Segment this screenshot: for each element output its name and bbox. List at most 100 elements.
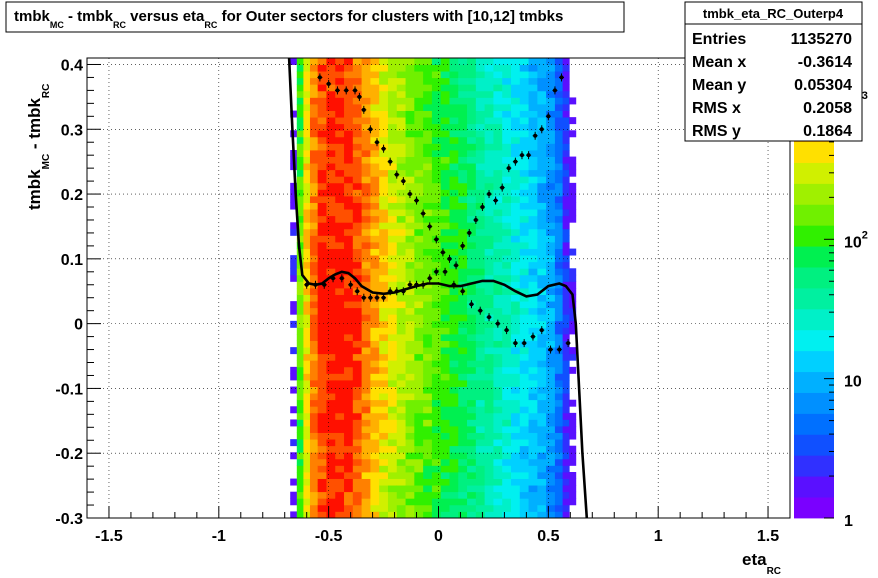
heatmap-cell (344, 432, 354, 440)
heatmap-cell (502, 248, 512, 256)
heatmap-cell (528, 143, 538, 151)
heatmap-cell (511, 274, 521, 282)
heatmap-cell (296, 347, 304, 355)
heatmap-cell (484, 110, 494, 118)
heatmap-cell (361, 399, 371, 407)
heatmap-cell (484, 301, 494, 309)
heatmap-cell (370, 176, 380, 184)
heatmap-cell (546, 123, 556, 131)
heatmap-cell (344, 64, 354, 72)
heatmap-cell (493, 261, 503, 269)
heatmap-cell (511, 373, 521, 381)
heatmap-cell (370, 104, 380, 111)
heatmap-cell (431, 380, 442, 387)
heatmap-cell (511, 320, 521, 328)
heatmap-cell (554, 340, 564, 348)
heatmap-cell (370, 77, 380, 85)
heatmap-cell (335, 176, 345, 184)
heatmap-cell (467, 478, 477, 486)
heatmap-cell (484, 222, 494, 230)
heatmap-cell (303, 340, 311, 348)
heatmap-cell (379, 452, 389, 460)
heatmap-cell (423, 399, 433, 407)
heatmap-cell (431, 281, 442, 289)
heatmap-cell (290, 182, 298, 190)
heatmap-cell (484, 143, 494, 151)
heatmap-cell (449, 222, 459, 230)
heatmap-cell (414, 163, 424, 171)
heatmap-cell (326, 222, 336, 230)
heatmap-cell (387, 209, 398, 217)
heatmap-cell (296, 215, 304, 223)
heatmap-cell (309, 445, 319, 453)
heatmap-cell (502, 222, 512, 230)
heatmap-cell (326, 235, 336, 243)
heatmap-cell (326, 478, 336, 486)
heatmap-cell (493, 294, 503, 302)
heatmap-cell (449, 90, 459, 98)
heatmap-cell (379, 58, 389, 65)
heatmap-cell (449, 130, 459, 138)
heatmap-cell (537, 176, 547, 184)
heatmap-cell (475, 242, 486, 249)
heatmap-cell (440, 301, 450, 309)
heatmap-cell (387, 84, 398, 92)
heatmap-cell (344, 268, 354, 276)
lower-profile-point (556, 345, 562, 354)
heatmap-cell (309, 84, 319, 92)
heatmap-cell (414, 366, 424, 374)
heatmap-cell (317, 196, 327, 203)
heatmap-cell (387, 222, 398, 230)
heatmap-cell (423, 360, 433, 368)
heatmap-cell (562, 242, 570, 249)
heatmap-cell (484, 261, 494, 269)
heatmap-cell (379, 261, 389, 269)
heatmap-cell (537, 242, 547, 249)
heatmap-cell (502, 143, 512, 151)
heatmap-cell (414, 255, 424, 263)
heatmap-cell (493, 288, 503, 295)
heatmap-cell (502, 182, 512, 190)
heatmap-cell (296, 281, 304, 289)
heatmap-cell (528, 130, 538, 138)
heatmap-cell (554, 439, 564, 447)
heatmap-cell (361, 261, 371, 269)
heatmap-cell (414, 511, 424, 519)
heatmap-cell (475, 274, 486, 282)
heatmap-cell (352, 281, 363, 289)
heatmap-cell (379, 327, 389, 335)
heatmap-cell (528, 373, 538, 381)
heatmap-cell (296, 412, 304, 420)
heatmap-cell (528, 399, 538, 407)
heatmap-cell (352, 143, 363, 151)
heatmap-cell (554, 77, 564, 85)
heatmap-cell (414, 182, 424, 190)
heatmap-cell (379, 360, 389, 368)
heatmap-cell (493, 228, 503, 236)
heatmap-cell (326, 340, 336, 348)
heatmap-cell (475, 340, 486, 348)
heatmap-cell (309, 235, 319, 243)
heatmap-cell (335, 143, 345, 151)
heatmap-cell (370, 58, 380, 65)
heatmap-cell (405, 58, 415, 65)
heatmap-cell (326, 504, 336, 512)
heatmap-cell (352, 274, 363, 282)
heatmap-cell (554, 196, 564, 203)
lower-profile-point (367, 293, 373, 302)
heatmap-cell (370, 478, 380, 486)
heatmap-cell (440, 327, 450, 335)
heatmap-cell (562, 426, 570, 433)
heatmap-cell (379, 104, 389, 111)
heatmap-cell (290, 439, 298, 447)
heatmap-cell (361, 307, 371, 315)
heatmap-cell (484, 255, 494, 263)
upper-profile-point (479, 203, 485, 212)
heatmap-cell (352, 432, 363, 440)
heatmap-cell (326, 386, 336, 394)
heatmap-cell (546, 360, 556, 368)
heatmap-cell (431, 478, 442, 486)
heatmap-cell (317, 406, 327, 414)
heatmap-cell (502, 97, 512, 105)
